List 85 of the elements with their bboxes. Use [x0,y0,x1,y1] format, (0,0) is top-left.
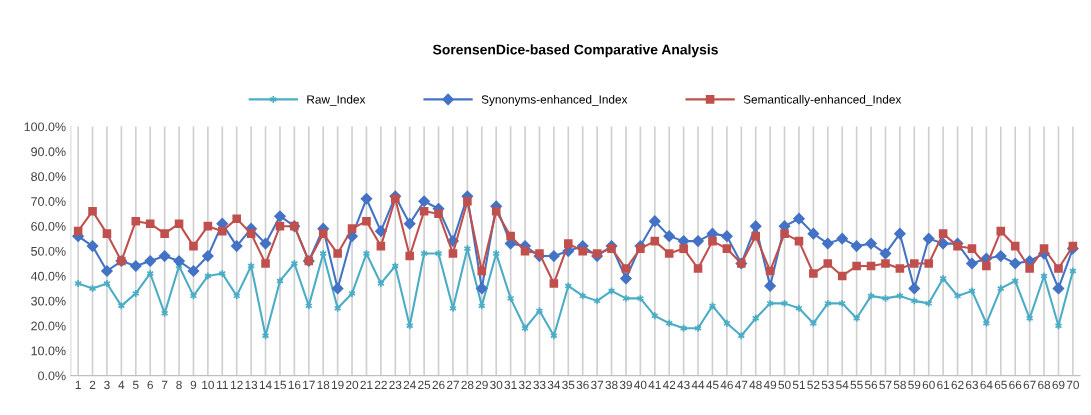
x-tick-label: 56 [864,380,878,390]
y-tick-label: 90.0% [31,147,66,157]
x-tick-label: 58 [893,380,906,390]
y-tick-label: 20.0% [31,321,66,331]
x-tick-label: 31 [504,380,517,390]
x-tick-label: 43 [677,380,690,390]
x-tick-label: 20 [346,380,359,390]
x-tick-label: 26 [432,380,445,390]
y-tick-label: 70.0% [31,197,66,206]
x-tick-label: 8 [176,380,182,390]
y-tick-label: 30.0% [31,296,66,306]
x-tick-label: 36 [576,380,589,390]
x-tick-label: 5 [132,380,139,390]
x-tick-label: 54 [836,380,849,390]
x-tick-label: 2 [89,380,96,389]
x-tick-label: 4 [118,380,125,389]
x-tick-label: 41 [648,380,661,389]
x-tick-label: 64 [980,380,993,390]
x-tick-label: 63 [966,380,979,390]
x-tick-label: 52 [807,380,820,390]
y-tick-label: 50.0% [31,246,66,256]
x-tick-label: 49 [763,380,777,390]
x-tick-label: 22 [374,380,387,389]
x-tick-label: 47 [735,380,748,389]
x-tick-label: 25 [418,380,431,390]
x-tick-label: 27 [446,380,459,389]
x-tick-label: 53 [821,380,834,390]
x-tick-label: 13 [245,380,258,390]
x-tick-label: 9 [190,380,197,390]
x-tick-label: 16 [288,380,301,390]
legend-label: Synonyms-enhanced_Index [481,94,628,106]
x-tick-label: 32 [518,380,532,390]
x-tick-label: 60 [922,380,935,390]
x-tick-label: 66 [1009,380,1022,390]
y-tick-label: 0.0% [38,371,66,381]
x-tick-label: 14 [259,380,272,389]
y-tick-label: 60.0% [31,221,66,231]
x-tick-label: 65 [994,380,1007,390]
x-tick-label: 18 [317,380,330,390]
x-tick-label: 1 [75,380,81,389]
x-tick-label: 70 [1066,380,1079,390]
x-tick-label: 37 [591,380,604,390]
x-tick-label: 59 [908,380,921,390]
x-tick-label: 51 [792,380,805,390]
x-tick-label: 11 [217,380,228,389]
legend-label: Semantically-enhanced_Index [743,94,902,106]
x-tick-label: 46 [720,380,733,390]
y-tick-label: 10.0% [31,346,66,356]
x-tick-label: 33 [533,380,546,390]
x-tick-label: 40 [634,380,647,390]
x-tick-label: 23 [389,380,402,390]
x-tick-label: 10 [202,380,214,390]
x-tick-label: 29 [475,380,488,390]
x-tick-label: 3 [104,380,110,390]
x-tick-label: 50 [778,380,791,390]
x-tick-label: 30 [490,380,503,390]
x-tick-label: 45 [706,380,719,390]
x-tick-label: 38 [605,380,618,390]
x-tick-label: 15 [274,380,287,390]
legend-label: Raw_Index [307,94,366,106]
y-tick-label: 100.0% [24,122,66,132]
x-tick-label: 24 [403,380,416,389]
x-tick-label: 42 [662,380,676,389]
x-tick-label: 7 [161,380,168,389]
x-tick-label: 35 [562,380,575,390]
x-tick-label: 55 [850,380,863,390]
x-tick-label: 61 [937,380,950,390]
x-tick-label: 19 [331,380,344,390]
x-tick-label: 6 [147,380,153,390]
x-tick-label: 67 [1023,380,1036,390]
chart-title: SorensenDice-based Comparative Analysis [432,44,718,58]
x-tick-label: 69 [1052,380,1065,390]
x-tick-label: 17 [303,380,315,389]
y-tick-label: 40.0% [30,271,66,281]
x-tick-label: 68 [1038,380,1051,390]
x-tick-label: 57 [879,380,892,390]
x-tick-label: 62 [951,380,964,390]
y-tick-label: 80.0% [31,172,66,182]
x-tick-label: 39 [619,380,632,390]
x-tick-label: 48 [749,380,762,390]
x-tick-label: 28 [461,380,474,390]
x-tick-label: 44 [691,380,705,389]
x-tick-label: 34 [547,380,561,390]
x-tick-label: 21 [360,380,373,389]
x-tick-label: 12 [231,380,243,389]
